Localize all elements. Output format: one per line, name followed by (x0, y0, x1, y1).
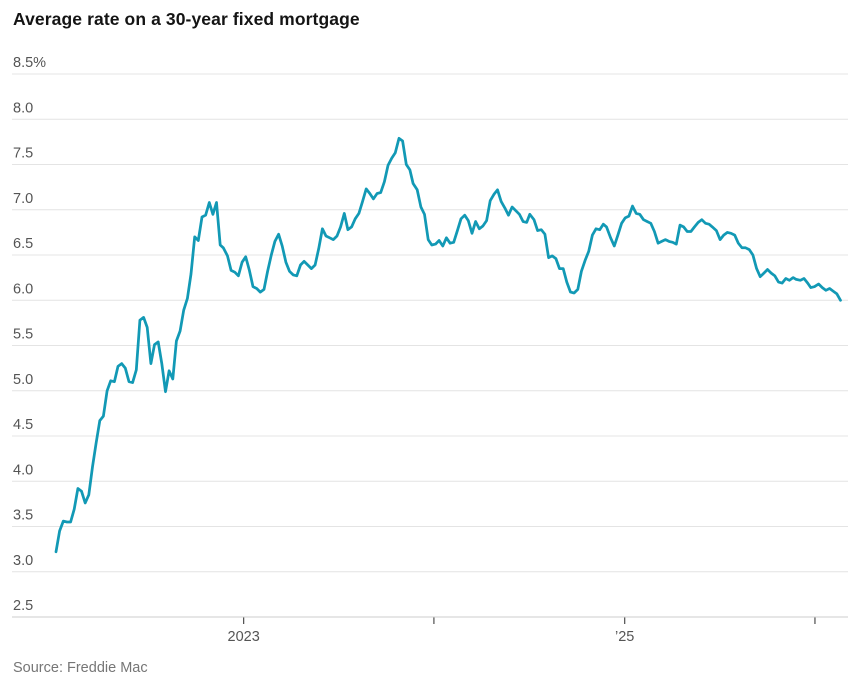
mortgage-rate-line-chart: 8.5% 8.0 7.5 7.0 6.5 6.0 5.5 5.0 4.5 4.0 3.5 3.0 2.5… (12, 55, 848, 645)
x-axis-ticks: 2023 ’25 (228, 617, 816, 645)
y-axis-label: 2.5 (13, 598, 33, 614)
y-axis-label: 4.5 (13, 417, 33, 433)
y-axis-label: 3.5 (13, 508, 33, 524)
y-axis-label: 6.5 (13, 236, 33, 252)
y-axis-label: 8.5% (13, 55, 46, 71)
y-gridlines (12, 73, 848, 618)
y-axis-label: 8.0 (13, 100, 33, 116)
chart-title: Average rate on a 30-year fixed mortgage (13, 9, 360, 29)
source-note: Source: Freddie Mac (13, 660, 148, 676)
y-axis-label: 5.0 (13, 372, 33, 388)
y-axis-label: 5.5 (13, 327, 33, 343)
y-axis-label: 4.0 (13, 462, 33, 478)
y-axis-label: 7.5 (13, 146, 33, 162)
x-axis-label: 2023 (228, 629, 260, 645)
y-axis-label: 6.0 (13, 281, 33, 297)
rate-line (54, 136, 842, 554)
y-axis-label: 7.0 (13, 191, 33, 207)
y-axis-labels: 8.5% 8.0 7.5 7.0 6.5 6.0 5.5 5.0 4.5 4.0 3.5 3.0 2.5 (13, 55, 46, 614)
x-axis-label: ’25 (615, 629, 634, 645)
y-axis-label: 3.0 (13, 553, 33, 569)
